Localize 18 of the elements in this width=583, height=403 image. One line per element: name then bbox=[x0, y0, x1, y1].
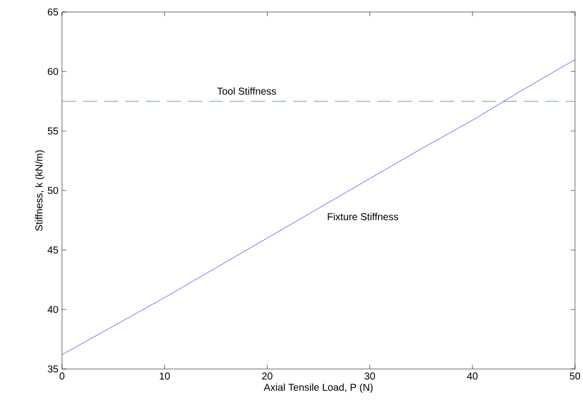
x-tick-label: 20 bbox=[262, 372, 272, 380]
y-tick-label: 60 bbox=[48, 68, 58, 76]
x-tick-label: 30 bbox=[364, 372, 375, 380]
y-tick-label: 50 bbox=[48, 186, 58, 194]
y-tick-label: 40 bbox=[48, 306, 58, 314]
x-tick-label: 10 bbox=[160, 372, 170, 380]
ref-line-label: Tool Stiffness bbox=[217, 87, 276, 95]
y-tick-label: 65 bbox=[48, 8, 58, 16]
series-label: Fixture Stiffness bbox=[328, 212, 398, 220]
x-tick-label: 40 bbox=[467, 372, 478, 380]
y-tick-label: 55 bbox=[48, 127, 58, 134]
x-tick-label: 50 bbox=[570, 372, 580, 380]
y-tick-label: 45 bbox=[48, 246, 58, 254]
x-axis-title: Axial Tensile Load, P (N) bbox=[264, 383, 373, 393]
x-tick-label: 0 bbox=[60, 372, 64, 380]
y-tick-label: 35 bbox=[48, 365, 58, 373]
line-series bbox=[62, 59, 575, 355]
y-axis-title: Stiffness, k (kN/m) bbox=[35, 150, 44, 231]
